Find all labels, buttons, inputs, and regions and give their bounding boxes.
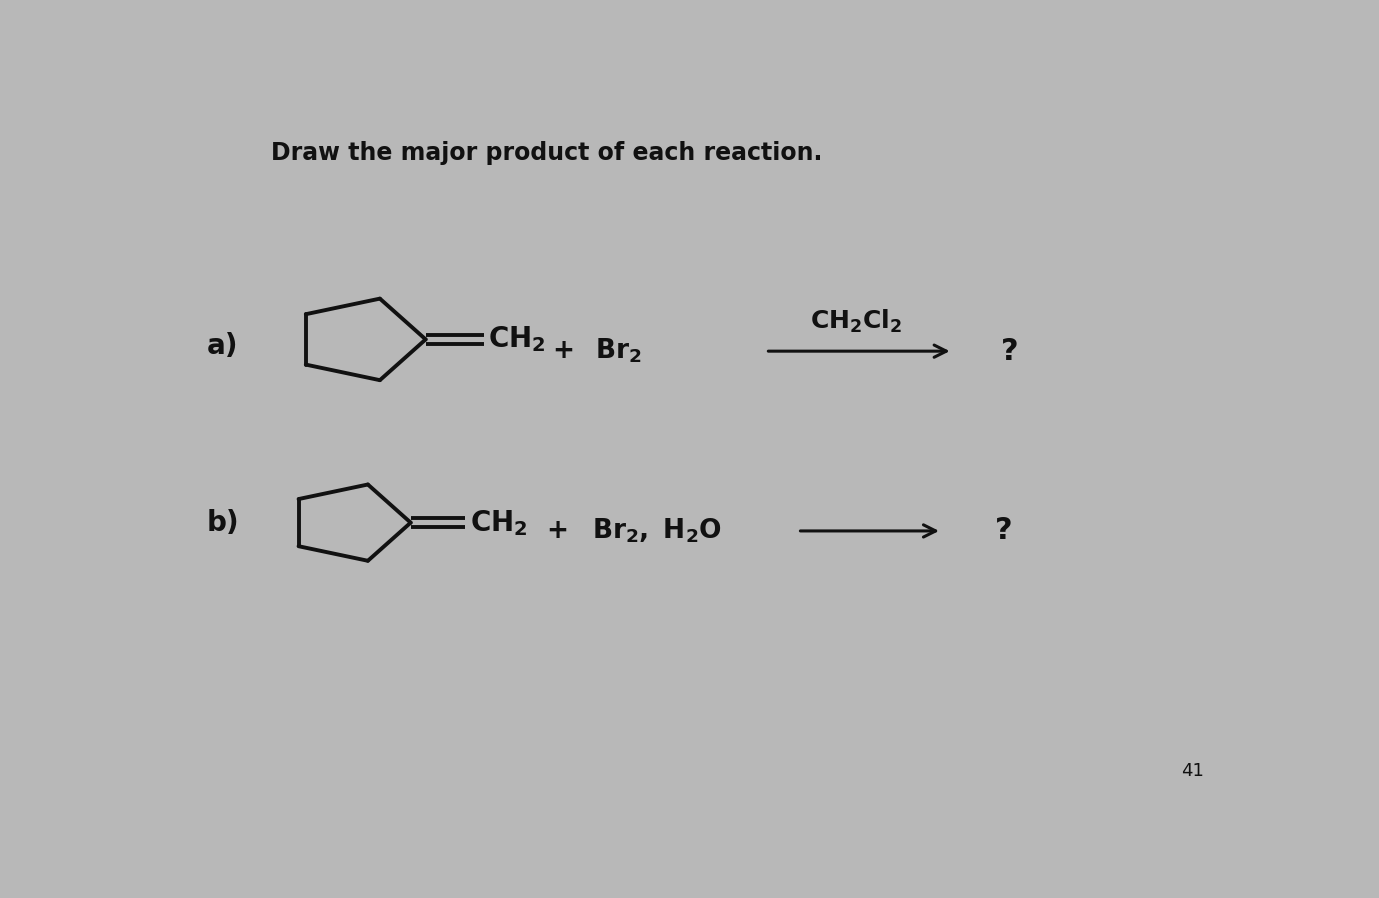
- Text: Draw the major product of each reaction.: Draw the major product of each reaction.: [270, 141, 822, 164]
- Text: $\mathregular{CH_2Cl_2}$: $\mathregular{CH_2Cl_2}$: [811, 307, 902, 335]
- Text: ?: ?: [996, 516, 1014, 545]
- Text: $\mathregular{Br_2,\ H_2O}$: $\mathregular{Br_2,\ H_2O}$: [593, 516, 723, 545]
- Text: $\mathregular{+}$: $\mathregular{+}$: [552, 339, 574, 365]
- Text: $\mathregular{Br_2}$: $\mathregular{Br_2}$: [594, 337, 641, 365]
- Text: 41: 41: [1180, 762, 1204, 779]
- Text: $\mathregular{+}$: $\mathregular{+}$: [546, 518, 568, 544]
- Text: $\mathregular{CH_2}$: $\mathregular{CH_2}$: [488, 324, 546, 355]
- Text: a): a): [207, 332, 239, 360]
- Text: b): b): [207, 508, 239, 537]
- Text: $\mathregular{CH_2}$: $\mathregular{CH_2}$: [469, 507, 527, 538]
- Text: ?: ?: [1001, 337, 1018, 365]
